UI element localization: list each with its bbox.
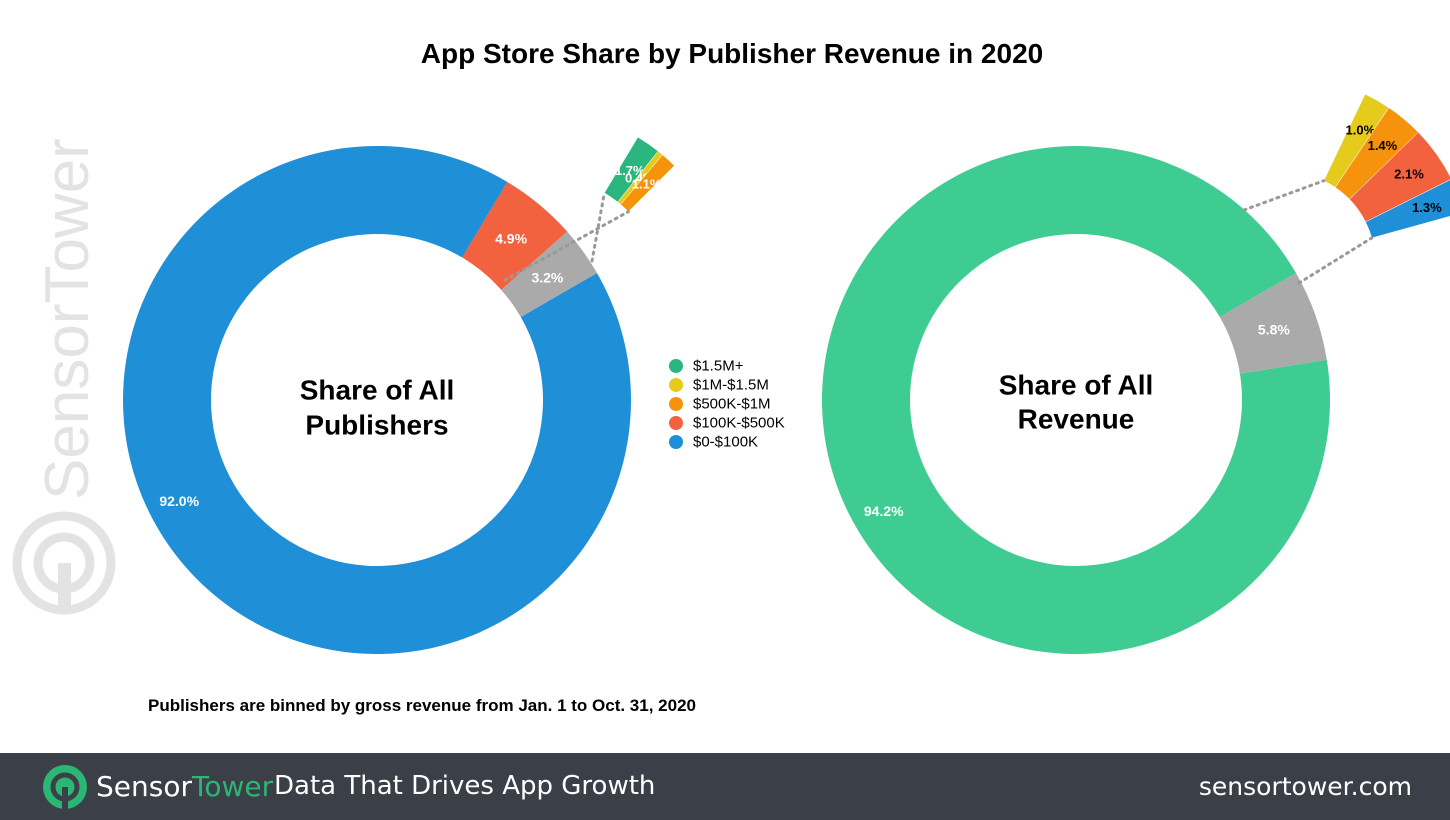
center-label: Share of All [999, 370, 1154, 401]
breakdown-wedge: 1.7%0.4%1.1% [503, 136, 675, 282]
legend-label: $1.5M+ [693, 358, 744, 375]
slice--100k-500k [462, 181, 568, 290]
breakdown-label: 2.1% [1394, 167, 1424, 182]
chart-footnote: Publishers are binned by gross revenue f… [148, 696, 696, 715]
legend-swatch [669, 359, 683, 373]
sensortower-logo-icon [43, 765, 87, 809]
donut-share-of-publishers: 92.0% 4.9% 3.2% Share of All Publishers 1.7%0… [122, 136, 675, 654]
watermark-text: SensorTower [33, 138, 102, 500]
legend-swatch [669, 378, 683, 392]
sensortower-watermark: SensorTower [12, 138, 116, 615]
footer-url[interactable]: sensortower.com [1198, 772, 1412, 801]
chart-canvas: SensorTower App Store Share by Publisher… [12, 38, 1450, 715]
footer-brand-second: Tower [191, 770, 274, 803]
chart-legend: $1.5M+ $1M-$1.5M $500K-$1M $100K-$500K $0-$1… [669, 358, 785, 451]
chart-title: App Store Share by Publisher Revenue in … [421, 38, 1043, 69]
breakdown-label: 1.3% [1412, 200, 1442, 215]
legend-label: $100K-$500K [693, 415, 785, 432]
breakdown-wedge: 1.0%1.4% 2.1% 1.3% [1242, 93, 1450, 285]
slice-label: 5.8% [1258, 322, 1290, 338]
slice--0-100k [122, 145, 632, 654]
connector-line [1297, 236, 1374, 285]
slice-label: 3.2% [531, 269, 563, 285]
footer-brand: SensorTower [96, 770, 273, 803]
slice-label: 92.0% [159, 493, 199, 509]
footer-tagline: Data That Drives App Growth [274, 771, 656, 801]
breakdown-label: 1.4% [1368, 138, 1398, 153]
connector-line [503, 210, 630, 282]
legend-label: $1M-$1.5M [693, 377, 769, 394]
breakdown-label: 1.7% [615, 163, 645, 178]
legend-label: $0-$100K [693, 434, 758, 451]
legend-swatch [669, 397, 683, 411]
footer-brand-first: Sensor [96, 770, 192, 803]
slice--1-5m- [822, 145, 1330, 654]
footer-bar: SensorTower Data That Drives App Growth … [0, 753, 1450, 820]
breakdown-label: 1.0% [1346, 122, 1376, 137]
slice-other [1219, 273, 1327, 374]
legend-swatch [669, 435, 683, 449]
center-label: Share of All [300, 375, 455, 406]
slice--500k- [501, 231, 597, 317]
watermark-logo-icon [12, 511, 116, 615]
slice-label: 94.2% [864, 503, 904, 519]
legend-swatch [669, 416, 683, 430]
slice-label: 4.9% [495, 230, 527, 246]
legend-label: $500K-$1M [693, 396, 771, 413]
breakdown-label: 1.1% [632, 177, 662, 192]
center-label: Publishers [305, 410, 448, 441]
breakdown-slice [1349, 131, 1450, 223]
connector-line [1242, 179, 1326, 212]
center-label: Revenue [1018, 404, 1135, 435]
